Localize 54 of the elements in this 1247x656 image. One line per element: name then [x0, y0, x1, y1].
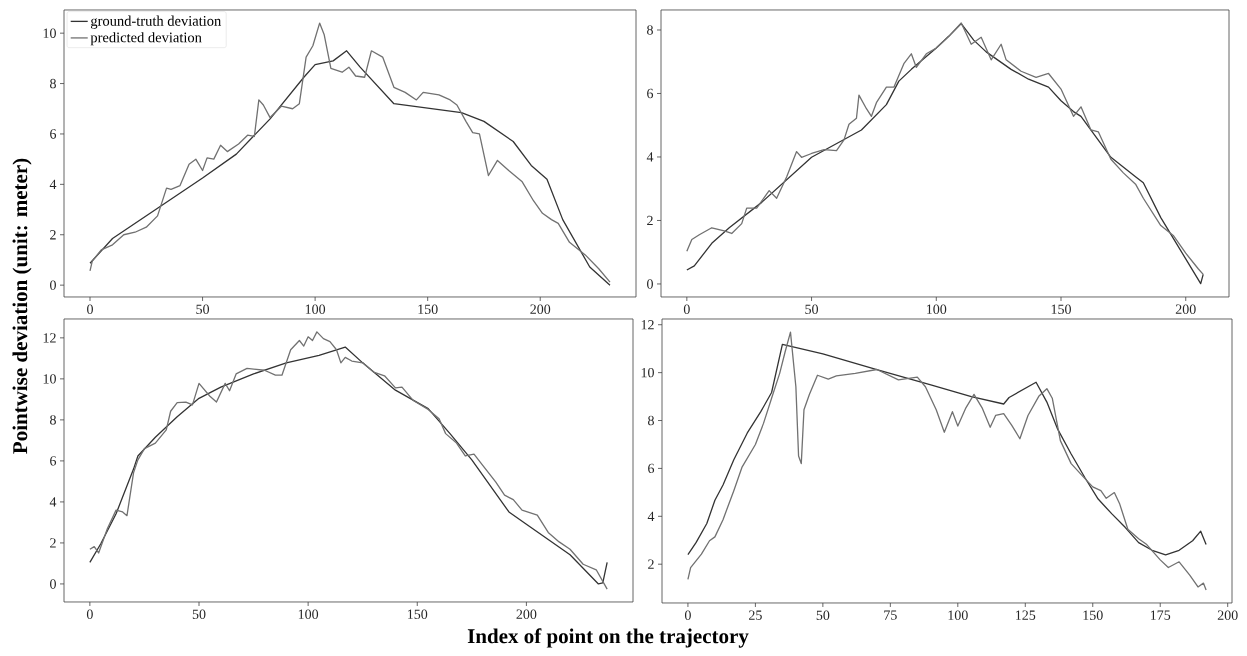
- y-tick-label: 6: [648, 463, 655, 474]
- y-tick-label: 0: [647, 279, 653, 289]
- y-tick-label: 12: [641, 320, 654, 330]
- x-tick-label: 50: [192, 609, 206, 619]
- x-tick-label: 100: [927, 304, 947, 314]
- x-tick-label: 50: [816, 610, 830, 620]
- x-tick-label: 100: [948, 610, 968, 620]
- x-tick-label: 125: [1016, 610, 1036, 620]
- y-tick-label: 4: [49, 179, 57, 189]
- line-series: [687, 343, 1207, 556]
- legend-label: ground-truth deviation: [90, 15, 222, 29]
- y-tick-label: 2: [648, 559, 654, 569]
- x-axis-title: Index of point on the trajectory: [467, 628, 749, 648]
- y-tick-label: 10: [43, 374, 56, 384]
- y-tick-label: 4: [49, 497, 57, 507]
- legend-label: predicted deviation: [90, 32, 202, 46]
- y-tick-label: 6: [647, 88, 654, 99]
- x-tick-label: 150: [408, 609, 428, 619]
- y-tick-label: 8: [647, 25, 653, 35]
- x-tick-label: 200: [1175, 304, 1196, 314]
- x-tick-label: 0: [87, 304, 93, 314]
- y-tick-label: 6: [50, 129, 57, 139]
- x-tick-label: 200: [1217, 610, 1238, 620]
- x-tick-label: 50: [196, 304, 210, 314]
- x-tick-label: 75: [884, 610, 897, 620]
- x-tick-label: 200: [530, 304, 551, 314]
- x-tick-label: 150: [1051, 304, 1071, 314]
- y-tick-label: 6: [50, 456, 57, 466]
- x-tick-label: 0: [684, 610, 691, 620]
- y-tick-label: 4: [647, 511, 655, 521]
- x-tick-label: 50: [805, 304, 819, 314]
- x-tick-label: 150: [1083, 610, 1103, 620]
- y-tick-label: 12: [43, 333, 56, 343]
- x-tick-label: 200: [516, 609, 537, 619]
- y-axis-title: Pointwise deviation (unit: meter): [12, 158, 32, 454]
- y-tick-label: 8: [50, 415, 56, 425]
- y-tick-label: 10: [43, 28, 56, 38]
- y-tick-label: 2: [50, 230, 56, 240]
- y-tick-label: 8: [50, 78, 56, 89]
- x-tick-label: 25: [749, 610, 762, 620]
- y-tick-label: 4: [646, 152, 654, 162]
- line-series: [687, 331, 1207, 591]
- y-tick-label: 2: [50, 538, 56, 548]
- x-tick-label: 150: [418, 304, 438, 314]
- y-tick-label: 2: [647, 215, 653, 226]
- x-tick-label: 0: [86, 609, 93, 619]
- x-tick-label: 100: [305, 304, 326, 314]
- x-tick-label: 100: [298, 609, 319, 619]
- y-tick-label: 0: [50, 579, 56, 589]
- y-tick-label: 0: [50, 280, 56, 290]
- x-tick-label: 175: [1150, 610, 1171, 620]
- x-tick-label: 0: [683, 304, 690, 314]
- y-tick-label: 8: [648, 415, 654, 426]
- y-tick-label: 10: [641, 367, 654, 378]
